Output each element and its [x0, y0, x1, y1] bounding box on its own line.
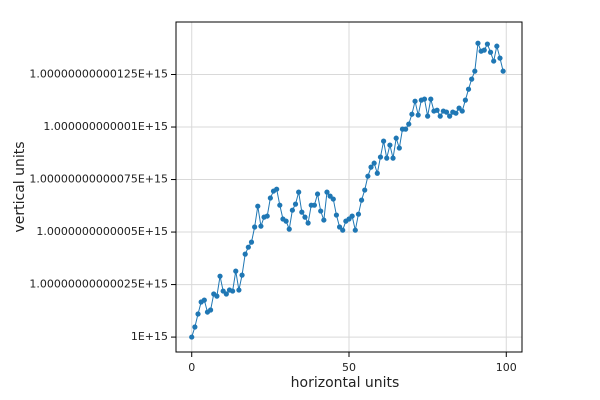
data-point: [403, 126, 409, 132]
data-point: [264, 213, 270, 219]
y-tick-label: 1.0000000000005E+15: [36, 225, 168, 238]
data-point: [387, 142, 393, 148]
data-point: [321, 217, 327, 223]
data-point: [374, 170, 380, 176]
y-tick-label: 1.00000000000125E+15: [29, 68, 168, 81]
data-point: [358, 197, 365, 203]
data-point: [330, 196, 336, 202]
data-point: [409, 111, 415, 117]
x-axis-label: horizontal units: [291, 375, 400, 391]
data-point: [494, 43, 500, 49]
data-point: [453, 110, 459, 116]
data-point: [421, 96, 428, 102]
data-point: [208, 307, 214, 313]
data-point: [349, 213, 355, 219]
data-point: [352, 227, 358, 233]
data-point: [252, 224, 258, 230]
data-point: [487, 49, 494, 55]
data-point: [217, 273, 223, 279]
data-point: [365, 173, 371, 179]
y-tick-label: 1E+15: [131, 330, 168, 343]
data-point: [192, 324, 198, 330]
y-tick-label: 1.000000000001E+15: [43, 120, 168, 133]
data-point: [368, 164, 374, 170]
data-point: [393, 135, 399, 141]
data-point: [245, 244, 251, 250]
data-point: [305, 220, 311, 226]
x-tick-label: 100: [496, 361, 517, 374]
data-point: [286, 226, 292, 232]
data-point: [384, 155, 390, 161]
data-point: [481, 47, 487, 53]
data-point: [465, 86, 472, 92]
data-point: [415, 112, 421, 118]
data-point: [428, 96, 434, 102]
data-point: [377, 154, 384, 160]
data-point: [459, 108, 465, 114]
data-point: [223, 291, 229, 297]
data-point: [201, 297, 207, 303]
data-point: [195, 311, 201, 317]
data-point: [318, 208, 324, 214]
data-point: [462, 97, 468, 103]
plot-frame: [175, 21, 523, 353]
y-tick-label: 1.00000000000075E+15: [29, 173, 168, 186]
data-point: [491, 58, 497, 64]
data-point: [500, 68, 506, 74]
data-point: [333, 212, 340, 218]
data-point: [362, 187, 368, 193]
y-axis-label: vertical units: [12, 141, 28, 232]
data-point: [412, 98, 418, 104]
data-point: [299, 209, 305, 215]
data-point: [242, 251, 248, 257]
data-point: [443, 109, 450, 115]
data-point: [472, 68, 478, 74]
data-line: [191, 42, 504, 338]
data-point: [314, 191, 321, 197]
x-tick-label: 0: [188, 361, 195, 374]
data-point: [396, 145, 402, 151]
data-point: [289, 207, 295, 213]
data-point: [296, 189, 302, 195]
data-point: [283, 218, 289, 224]
data-point: [475, 40, 481, 46]
data-point: [336, 224, 343, 230]
data-point: [497, 55, 503, 61]
data-point: [292, 201, 299, 207]
x-tick-label: 50: [342, 361, 356, 374]
data-point: [189, 334, 195, 340]
data-point: [233, 268, 239, 274]
data-point: [381, 138, 387, 144]
data-point: [311, 202, 317, 208]
data-point: [255, 203, 261, 209]
data-point: [371, 160, 377, 166]
data-point: [239, 272, 245, 278]
data-point: [340, 227, 346, 233]
data-point: [484, 41, 490, 47]
data-point: [324, 189, 330, 195]
data-point: [274, 186, 280, 192]
y-tick-label: 1.00000000000025E+15: [29, 278, 168, 291]
data-point: [277, 202, 283, 208]
data-point: [258, 223, 264, 229]
data-point: [437, 113, 443, 119]
data-point: [469, 76, 475, 82]
data-point: [355, 211, 362, 217]
data-point: [236, 287, 242, 293]
data-point: [267, 195, 273, 201]
data-point: [248, 239, 255, 245]
data-point: [425, 113, 431, 119]
data-point: [230, 288, 236, 294]
data-point: [447, 113, 453, 119]
data-point: [214, 293, 220, 299]
data-point: [390, 155, 396, 161]
data-point: [434, 107, 440, 113]
data-point: [302, 214, 308, 220]
data-point: [406, 121, 412, 127]
